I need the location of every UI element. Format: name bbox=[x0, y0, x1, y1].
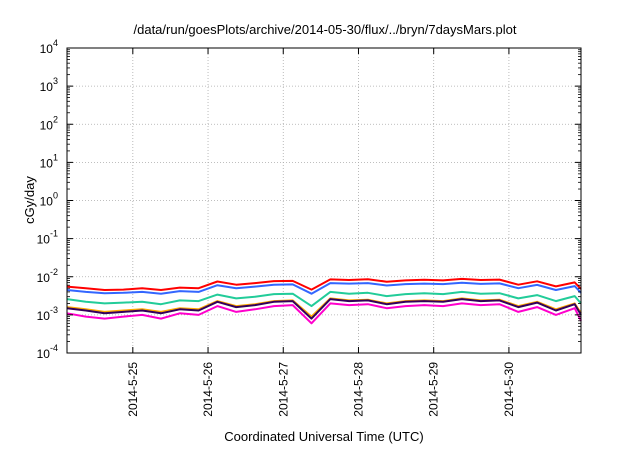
plot-frame bbox=[66, 47, 582, 354]
x-tick-label: 2014-5-27 bbox=[276, 362, 290, 417]
series-line bbox=[66, 298, 582, 320]
y-tick-label: 101 bbox=[40, 152, 58, 170]
y-tick-label: 10-3 bbox=[37, 305, 58, 323]
y-tick-label: 102 bbox=[40, 114, 58, 132]
grid bbox=[67, 48, 581, 353]
y-tick-label: 10-2 bbox=[37, 267, 58, 285]
x-tick-label: 2014-5-29 bbox=[427, 362, 441, 417]
chart-title: /data/run/goesPlots/archive/2014-05-30/f… bbox=[134, 22, 517, 37]
x-tick-label: 2014-5-28 bbox=[351, 362, 365, 417]
x-tick-label: 2014-5-26 bbox=[201, 362, 215, 417]
y-tick-label: 10-4 bbox=[37, 343, 58, 361]
y-tick-label: 103 bbox=[40, 76, 58, 94]
series-group bbox=[66, 277, 582, 325]
y-tick-label: 100 bbox=[40, 191, 58, 209]
x-axis-label: Coordinated Universal Time (UTC) bbox=[224, 429, 423, 444]
y-axis-label: cGy/day bbox=[22, 176, 37, 224]
series-line bbox=[66, 281, 582, 295]
y-tick-label: 104 bbox=[40, 38, 58, 56]
x-tick-label: 2014-5-25 bbox=[126, 362, 140, 417]
series-line bbox=[66, 277, 582, 291]
x-tick-label: 2014-5-30 bbox=[502, 362, 516, 417]
series-line bbox=[66, 302, 582, 325]
axes: 104 103 102 101 100 10-1 10-2 10-3 10-4 2014-5-25… bbox=[37, 38, 581, 417]
series-line bbox=[66, 290, 582, 308]
y-tick-label: 10-1 bbox=[37, 229, 58, 247]
